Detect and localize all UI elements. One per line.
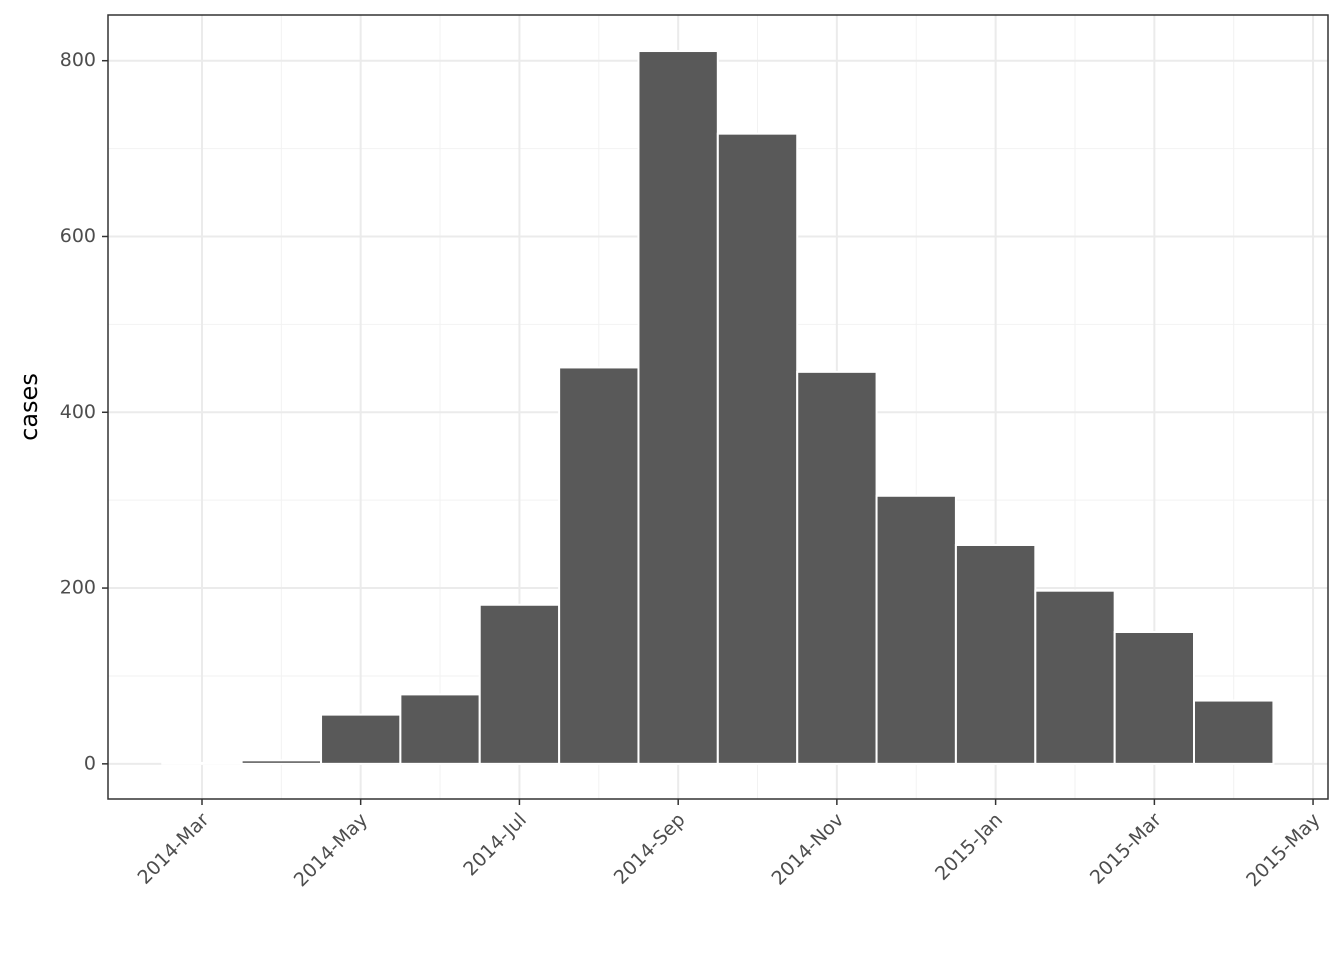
bar [399,693,481,765]
y-tick-label: 600 [60,225,96,247]
bar [240,759,323,765]
x-tick-label: 2015-May [1242,809,1324,891]
bar [161,761,243,765]
panel-border [107,14,1329,800]
bar [478,603,561,765]
x-tick-label: 2015-Jan [931,809,1007,885]
bar [320,713,402,765]
x-tick-label: 2014-Mar [133,809,213,889]
x-tick-label: 2014-Jul [459,809,531,881]
bar [954,543,1037,765]
x-tick-label: 2015-Mar [1086,809,1166,889]
y-tick-label: 200 [60,577,96,599]
bar [1193,699,1275,765]
bar [637,50,719,765]
y-tick-label: 0 [84,752,96,774]
bar [1113,631,1195,765]
bar [1034,589,1116,765]
y-axis-label: cases [15,373,43,441]
bar [796,370,878,765]
x-tick-label: 2014-Nov [767,809,848,890]
bar [716,132,799,765]
bar [558,366,640,765]
x-tick-label: 2014-May [290,809,372,891]
y-tick-label: 400 [60,401,96,423]
y-tick-label: 800 [60,49,96,71]
x-tick-label: 2014-Sep [610,809,690,889]
bar [875,494,957,765]
